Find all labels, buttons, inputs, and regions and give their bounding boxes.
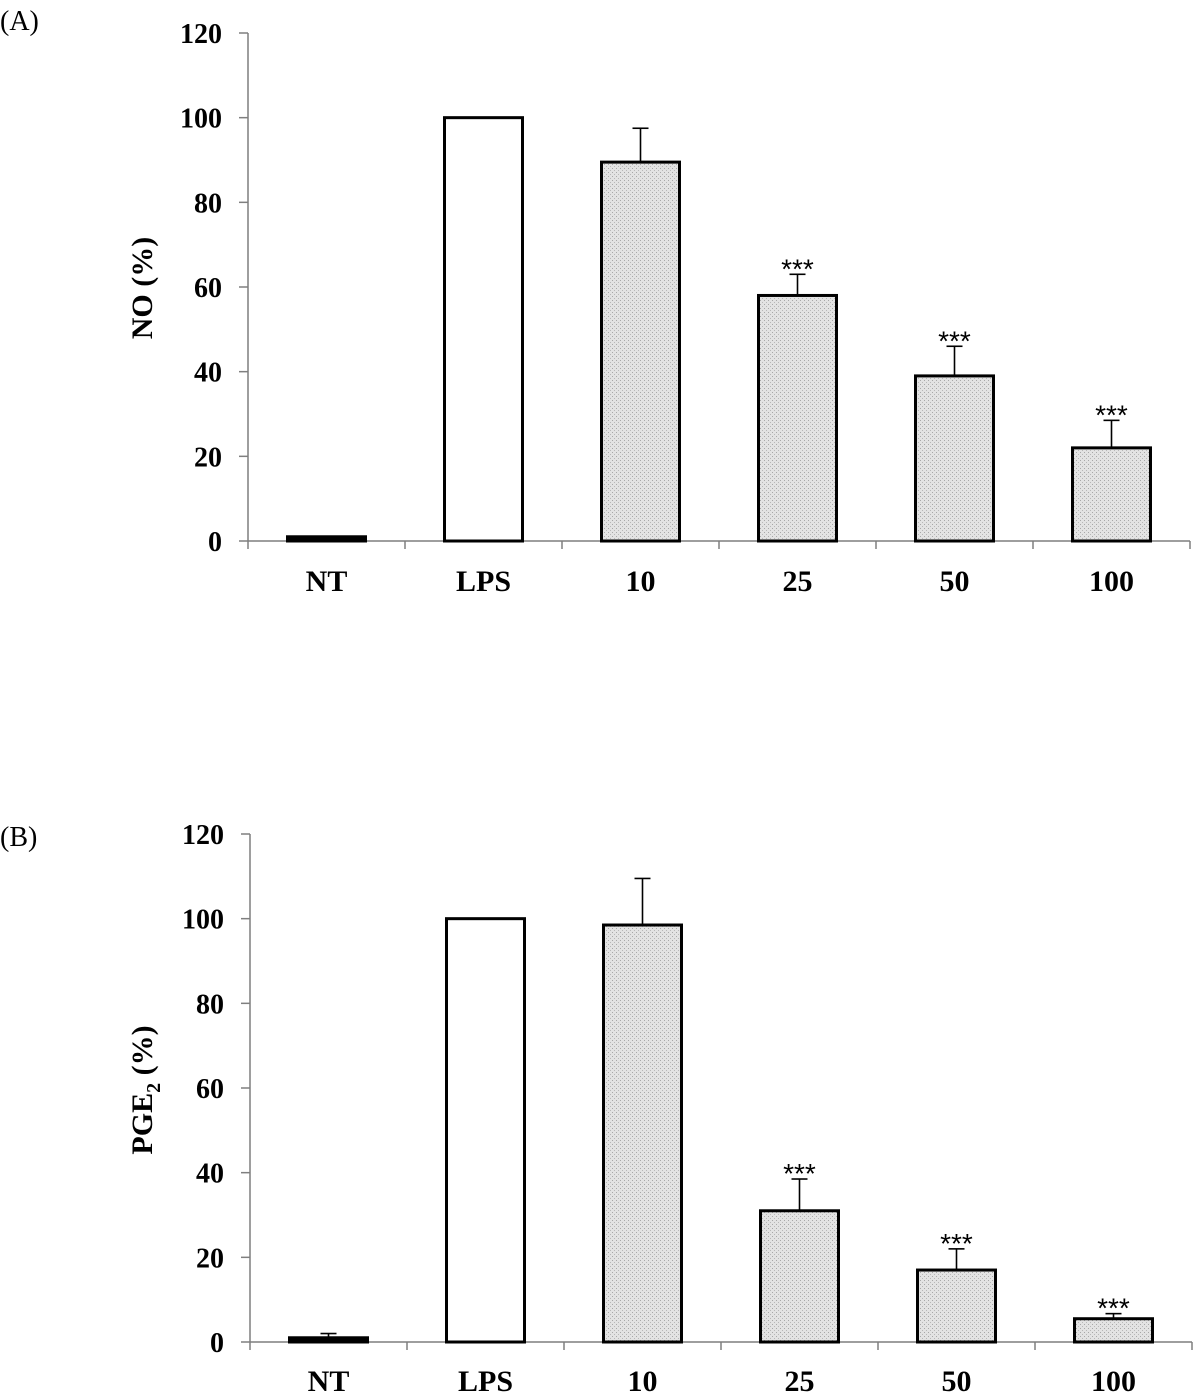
x-tick-label: NT: [306, 565, 348, 598]
x-tick-label: 50: [942, 1365, 972, 1394]
y-tick-label: 40: [196, 1159, 224, 1190]
bar-lps: [445, 917, 526, 1344]
bar-nt: [288, 1336, 369, 1344]
significance-marker: ***: [1095, 399, 1128, 430]
bar-50: [914, 374, 995, 543]
y-axis-label: PGE2 (%): [126, 1025, 165, 1154]
y-axis-label-subscript: 2: [143, 1083, 165, 1093]
y-tick-label: 0: [210, 1328, 224, 1359]
y-tick-label: 40: [194, 358, 222, 389]
y-tick-label: 100: [182, 905, 224, 936]
x-tick-label: LPS: [456, 565, 511, 598]
y-tick-label: 80: [194, 188, 222, 219]
bar-lps: [443, 116, 524, 543]
x-tick-label: 10: [626, 565, 656, 598]
significance-marker: ***: [783, 1158, 816, 1189]
y-tick-label: 60: [196, 1074, 224, 1105]
bar-25: [759, 1209, 840, 1344]
x-tick-label: NT: [308, 1365, 350, 1394]
y-tick-label: 20: [196, 1243, 224, 1274]
y-tick-label: 60: [194, 273, 222, 304]
x-tick-label: 50: [940, 565, 970, 598]
x-tick-label: 25: [783, 565, 813, 598]
panel-label: (A): [0, 6, 39, 37]
x-tick-label: 100: [1091, 1365, 1136, 1394]
significance-marker: ***: [1097, 1293, 1130, 1324]
x-tick-label: 10: [628, 1365, 658, 1394]
y-tick-label: 20: [194, 442, 222, 473]
chart-panel-a: (A) NO (%) 0 20 40 60 80 100 120 NT LPS 10 *** 25 **…: [0, 6, 1191, 598]
x-tick-label: 100: [1089, 565, 1134, 598]
significance-marker: ***: [940, 1228, 973, 1259]
bar-100: [1071, 446, 1152, 543]
significance-marker: ***: [938, 325, 971, 356]
y-tick-label: 120: [180, 19, 222, 50]
y-tick-label: 0: [208, 527, 222, 558]
y-tick-label: 100: [180, 104, 222, 135]
bar-nt: [286, 535, 367, 543]
x-tick-label: LPS: [458, 1365, 513, 1394]
bar-10: [600, 160, 681, 543]
y-tick-label: 120: [182, 820, 224, 851]
y-axis-label: NO (%): [126, 237, 159, 339]
y-axis-label-suffix: (%): [126, 1025, 159, 1082]
bar-25: [757, 293, 838, 543]
bar-10: [602, 923, 683, 1344]
bar-50: [916, 1268, 997, 1344]
y-axis-label-main: PGE: [126, 1093, 159, 1155]
significance-marker: ***: [781, 253, 814, 284]
x-tick-label: 25: [785, 1365, 815, 1394]
panel-label: (B): [0, 822, 37, 853]
y-tick-label: 80: [196, 989, 224, 1020]
